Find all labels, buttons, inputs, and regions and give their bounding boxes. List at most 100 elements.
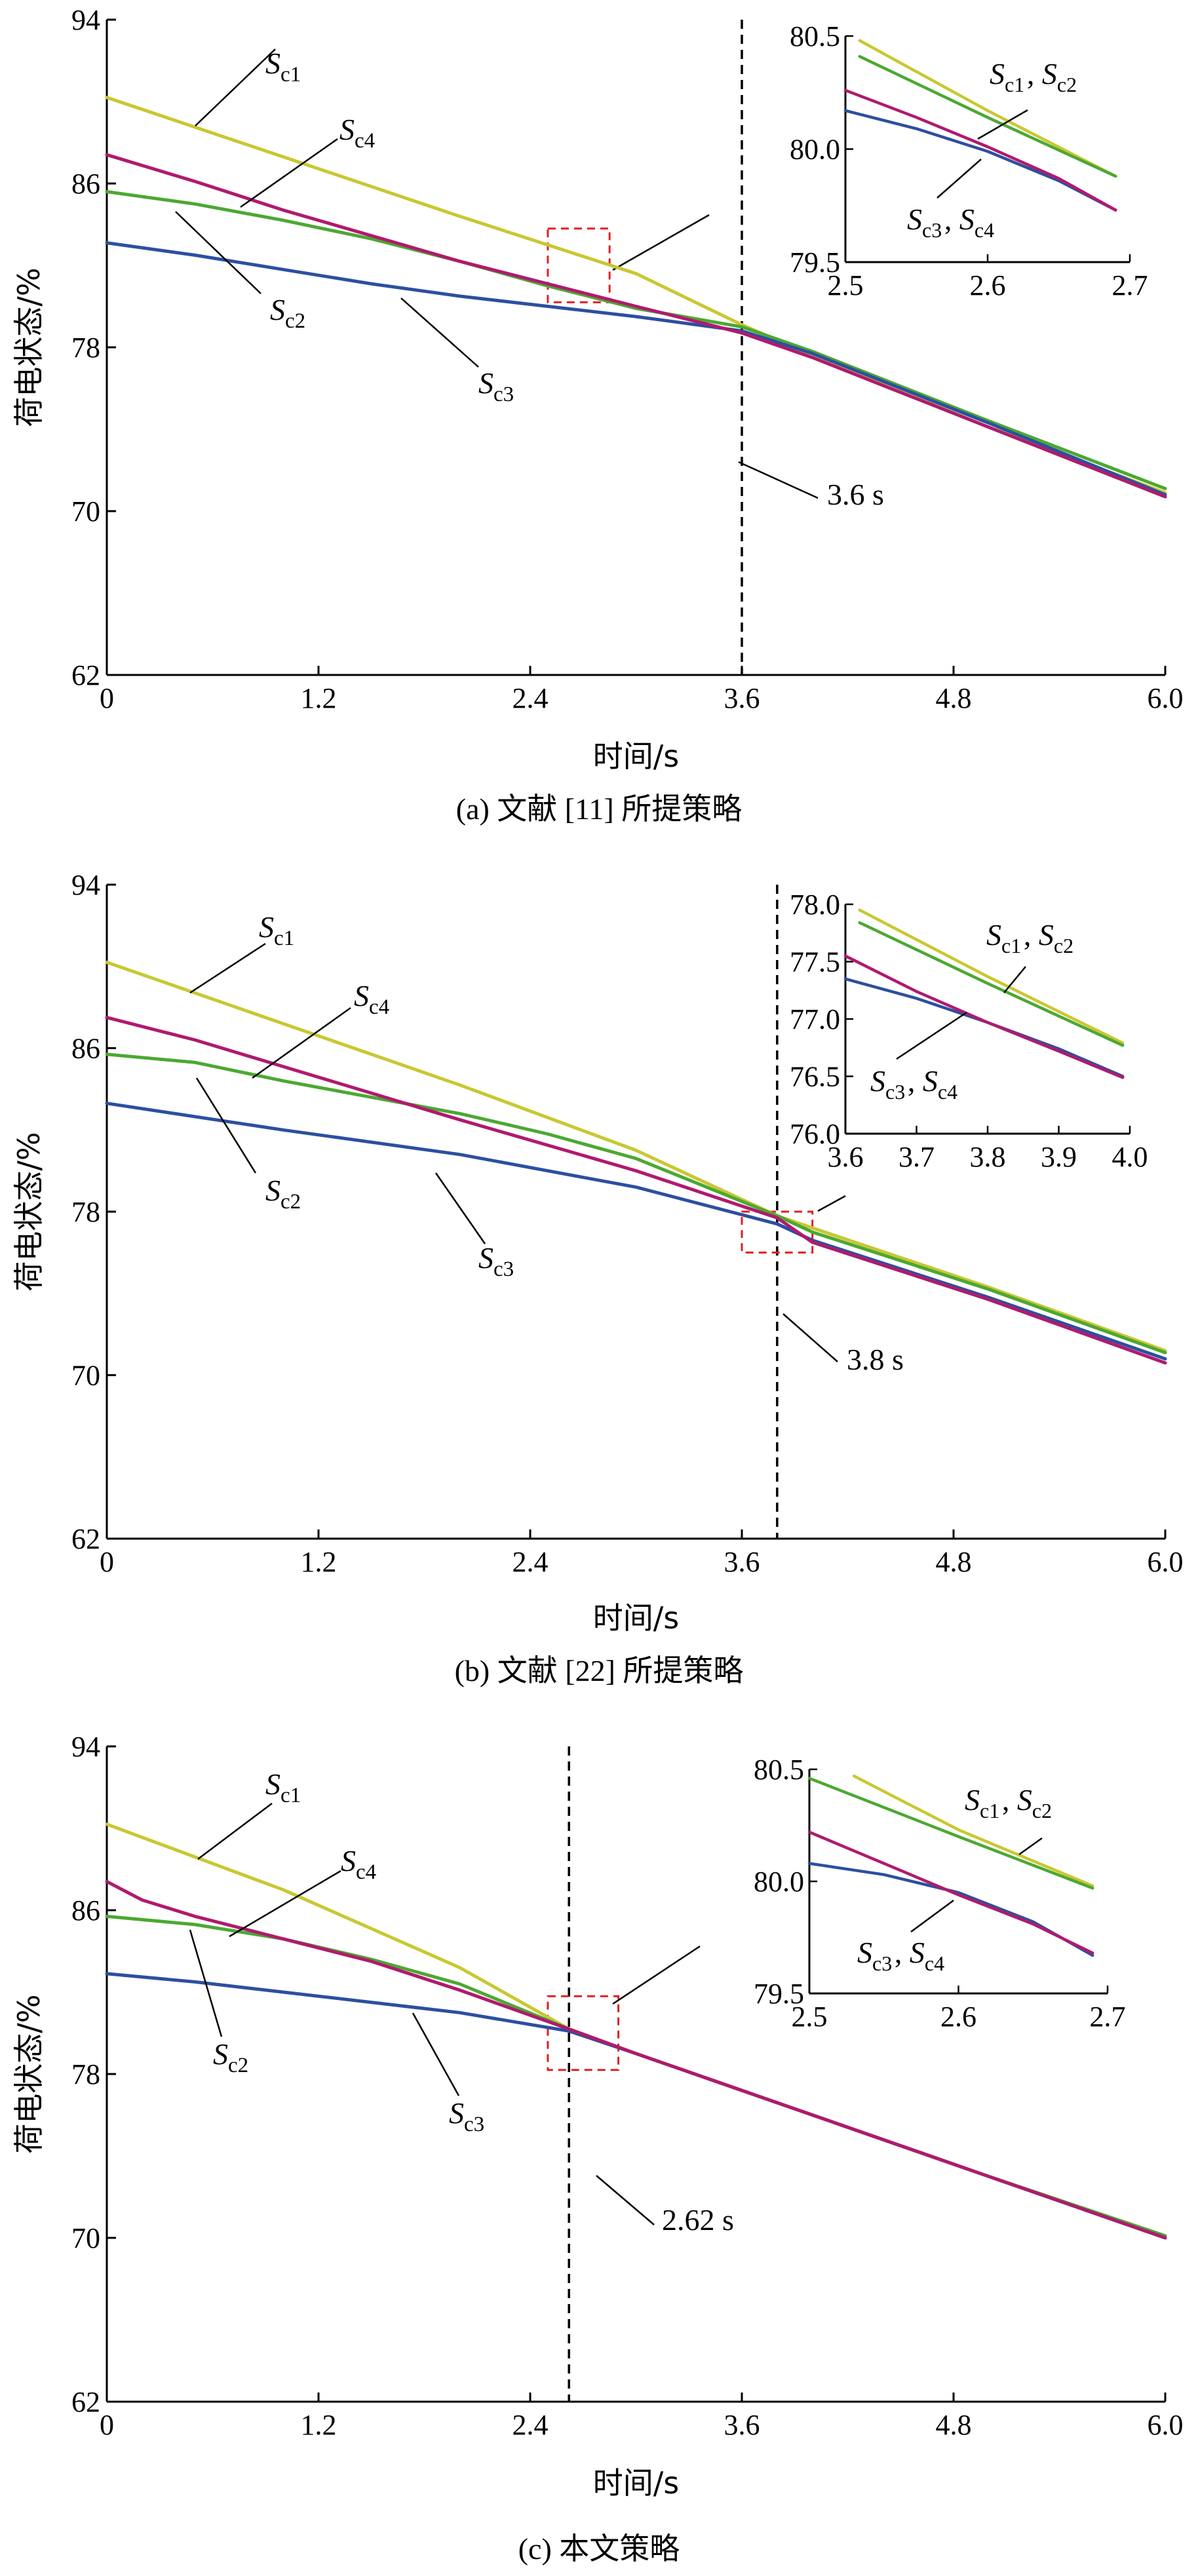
inset-series-line-s-c2 [858,54,1117,178]
inset-x-tick-label: 2.7 [1112,269,1148,301]
inset-series-line-s-c1 [858,908,1125,1045]
inset-series-line-s-c1 [852,1775,1094,1888]
label-symbol: S [923,1064,938,1098]
inset-y-tick-label: 80.5 [790,20,840,52]
x-tick-label: 3.6 [724,682,760,714]
label-subscript: c4 [975,218,994,242]
figure-caption: (c) 本文策略 [518,2532,680,2566]
series-label-c2: Sc2 [270,293,308,333]
inset-series-line-s-c4 [843,88,1117,212]
label-subscript: c3 [464,2113,484,2136]
series-label-c4: Sc4 [354,979,392,1019]
leader-line-c3 [400,298,479,368]
inset-x-tick-label: 2.6 [970,269,1006,301]
y-tick-label: 94 [71,1731,100,1763]
inset-x-tick-label: 3.6 [828,1141,864,1173]
series-line-s-c4 [105,1879,1167,2240]
label-symbol: S [910,1936,925,1969]
y-tick-label: 70 [71,2222,100,2254]
zoom-connector [612,1945,701,2005]
label-subscript: c4 [356,1860,376,1884]
inset-series-line-s-c4 [843,954,1125,1079]
label-subscript: c1 [280,1784,301,1807]
label-subscript: c2 [1032,1799,1052,1822]
label-spacer [1077,58,1079,90]
y-tick-label: 70 [71,495,100,528]
label-separator: , [908,1064,923,1098]
label-subscript: c2 [285,309,305,333]
label-spacer [514,366,516,400]
series-label-c3: Sc3 [478,1241,516,1281]
leader-line-c2 [195,1077,257,1174]
label-symbol: S [857,1936,872,1969]
series-line-s-c4 [105,153,1167,499]
inset-chart: 2.5 2.6 2.7 79.5 80.0 80.5 Sc1 , Sc2 Sc3 , Sc4 [754,1754,1126,2033]
label-spacer [301,47,303,80]
label-symbol: S [341,1844,356,1877]
x-tick-label: 2.4 [512,682,549,714]
inset-x-tick-label: 2.6 [940,2001,976,2033]
series-label-c1: Sc1 [265,47,303,87]
inset-leader-bottom [896,1011,967,1060]
label-symbol: S [449,2096,464,2130]
label-symbol: S [265,1767,280,1801]
chart-panel-1: 0 1.2 2.4 3.6 4.8 6.0 62 70 78 86 94 时间/s 荷电状态/% (a) … [11,4,1184,826]
inset-y-tick-label: 77.0 [790,1003,840,1035]
inset-series-line-s-c4 [807,1830,1094,1955]
label-subscript: c3 [872,1951,892,1975]
label-symbol: S [213,2037,228,2071]
label-subscript: c1 [280,63,301,87]
y-tick-label: 78 [71,332,100,364]
label-symbol: S [478,366,493,400]
inset-series-line-s-c2 [807,1777,1094,1890]
series-label-c3: Sc3 [478,366,516,406]
series-line-s-c2 [105,190,1167,491]
leader-line-c4 [229,1870,341,1938]
label-subscript: c3 [493,1258,514,1281]
leader-line-c1 [197,1803,273,1860]
inset-background [809,1769,1108,1993]
x-tick-label: 2.4 [512,1546,549,1578]
label-subscript: c2 [228,2054,248,2077]
label-symbol: S [1039,918,1054,952]
inset-y-tick-label: 80.5 [754,1754,804,1786]
label-symbol: S [265,1174,280,1207]
label-spacer [305,293,308,326]
x-tick-label: 4.8 [936,682,972,714]
label-symbol: S [265,47,280,80]
event-label-leader [738,461,819,499]
x-axis-label: 时间/s [593,2465,679,2501]
x-tick-label: 1.2 [301,1546,337,1578]
leader-line-c3 [435,1172,486,1244]
label-separator: , [1027,57,1042,90]
label-spacer [301,1174,303,1207]
label-symbol: S [339,113,355,146]
label-separator: , [1002,1783,1017,1817]
x-tick-label: 0 [100,682,114,714]
figure-caption: (b) 文献 [22] 所提策略 [455,1654,744,1687]
y-tick-label: 62 [71,659,100,691]
y-axis-label: 荷电状态/% [11,1994,47,2153]
label-separator: , [895,1936,910,1969]
x-tick-label: 6.0 [1148,2409,1184,2441]
zoom-box [741,1210,814,1254]
y-tick-label: 62 [71,2386,100,2418]
leader-line-c1 [195,48,276,126]
label-spacer [301,1767,303,1801]
y-tick-label: 78 [71,1196,100,1228]
series-label-c4: Sc4 [339,113,377,153]
zoom-box [547,1995,620,2071]
x-tick-label: 6.0 [1148,1546,1184,1578]
inset-leader-top [1003,966,1026,993]
label-symbol: S [986,918,1001,952]
x-tick-label: 1.2 [301,682,337,714]
inset-x-tick-label: 2.7 [1090,2001,1126,2033]
y-tick-label: 70 [71,1360,100,1392]
label-spacer [1052,1784,1054,1817]
x-tick-label: 0 [100,2409,114,2441]
x-tick-label: 4.8 [936,2409,972,2441]
label-symbol: S [907,202,922,236]
event-label-leader [596,2175,655,2225]
y-tick-label: 86 [71,168,100,200]
